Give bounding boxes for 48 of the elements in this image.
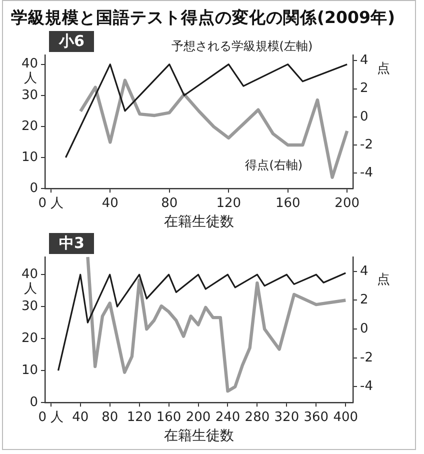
y-tick-label: 0 (30, 394, 38, 410)
chart-subtitle: 小6 (49, 31, 94, 52)
x-tick-label: 80 (161, 196, 178, 211)
x-tick-label: 40 (102, 196, 118, 211)
y2-tick-label: 2 (360, 81, 368, 96)
x-tick-label: 0 人 (38, 196, 64, 211)
y-tick-label: 40 (21, 266, 38, 282)
y-tick-label: 10 (21, 362, 38, 378)
x-tick-label: 80 (102, 410, 118, 425)
x-tick-label: 320 (274, 410, 300, 425)
chart-title: 学級規模と国語テスト得点の変化の関係(2009年) (11, 7, 396, 29)
chart-title: 中3 (49, 233, 94, 254)
y-axis-title: 人 (24, 71, 37, 86)
y2-tick-label: 0 (360, 109, 368, 124)
series-label: 予想される学級規模(左軸) (171, 39, 313, 54)
y2-tick-label: 0 (360, 321, 368, 336)
y2-tick-label: -2 (360, 350, 373, 366)
x-axis-title: 在籍生徒数 (164, 214, 234, 230)
y2-tick-label: 4 (360, 53, 368, 68)
x-tick-label: 0 人 (38, 410, 64, 425)
y-tick-label: 30 (21, 298, 38, 314)
y-axis-title: 人 (24, 281, 37, 296)
y-tick-label: 10 (21, 150, 38, 165)
y-tick-label: 40 (21, 56, 38, 72)
x-tick-label: 200 (186, 410, 211, 425)
x-tick-label: 120 (126, 410, 152, 425)
x-tick-label: 240 (215, 410, 240, 425)
x-tick-label: 360 (304, 410, 329, 425)
y-tick-label: 30 (21, 88, 38, 103)
x-tick-label: 160 (275, 196, 300, 211)
y2-tick-label: 2 (360, 292, 368, 308)
y2-tick-label: -4 (360, 379, 373, 394)
y2-tick-label: -4 (360, 166, 373, 181)
y2-axis-title: 点 (377, 272, 390, 288)
x-tick-label: 160 (156, 410, 182, 425)
series-label: 得点(右軸) (245, 158, 303, 172)
y2-tick-label: 4 (360, 264, 368, 279)
y-tick-label: 20 (21, 330, 38, 346)
y-tick-label: 0 (30, 180, 38, 196)
y2-tick-label: -2 (360, 137, 373, 152)
x-axis-title: 在籍生徒数 (164, 428, 234, 444)
x-tick-label: 40 (72, 410, 89, 425)
y-tick-label: 20 (21, 118, 38, 134)
x-tick-label: 120 (216, 196, 242, 211)
y2-axis-title: 点 (377, 62, 390, 76)
x-tick-label: 280 (244, 410, 270, 425)
x-tick-label: 200 (334, 196, 360, 211)
x-tick-label: 400 (333, 410, 358, 425)
